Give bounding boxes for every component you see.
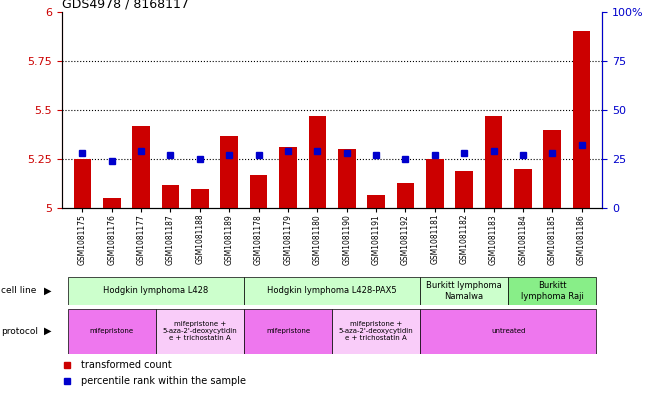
Bar (332, 309, 420, 354)
Bar (544, 130, 561, 208)
Text: Burkitt
lymphoma Raji: Burkitt lymphoma Raji (521, 281, 584, 301)
Text: untreated: untreated (491, 328, 525, 334)
Bar (573, 31, 590, 208)
Text: percentile rank within the sample: percentile rank within the sample (81, 376, 246, 386)
Bar (74, 159, 91, 208)
Text: cell line: cell line (1, 286, 36, 295)
Bar (426, 159, 443, 208)
Bar (103, 198, 120, 208)
Text: Burkitt lymphoma
Namalwa: Burkitt lymphoma Namalwa (426, 281, 502, 301)
Bar (250, 175, 268, 208)
Bar (221, 136, 238, 208)
Text: mifepristone: mifepristone (90, 328, 134, 334)
Bar (420, 277, 508, 305)
Text: mifepristone +
5-aza-2'-deoxycytidin
e + trichostatin A: mifepristone + 5-aza-2'-deoxycytidin e +… (163, 321, 237, 341)
Bar (68, 309, 156, 354)
Text: mifepristone +
5-aza-2'-deoxycytidin
e + trichostatin A: mifepristone + 5-aza-2'-deoxycytidin e +… (339, 321, 413, 341)
Bar (514, 169, 532, 208)
Bar (309, 116, 326, 208)
Bar (485, 116, 503, 208)
Bar (68, 277, 244, 305)
Bar (455, 171, 473, 208)
Bar (367, 195, 385, 208)
Bar (244, 309, 332, 354)
Bar (132, 126, 150, 208)
Text: Hodgkin lymphoma L428-PAX5: Hodgkin lymphoma L428-PAX5 (267, 286, 397, 295)
Bar (191, 189, 209, 208)
Bar (161, 185, 179, 208)
Text: ▶: ▶ (44, 286, 52, 296)
Text: mifepristone: mifepristone (266, 328, 310, 334)
Text: protocol: protocol (1, 327, 38, 336)
Bar (279, 147, 297, 208)
Text: transformed count: transformed count (81, 360, 171, 371)
Bar (508, 277, 596, 305)
Text: ▶: ▶ (44, 326, 52, 336)
Bar (244, 277, 420, 305)
Bar (156, 309, 244, 354)
Text: GDS4978 / 8168117: GDS4978 / 8168117 (62, 0, 189, 11)
Text: Hodgkin lymphoma L428: Hodgkin lymphoma L428 (104, 286, 208, 295)
Bar (396, 183, 414, 208)
Bar (338, 149, 355, 208)
Bar (420, 309, 596, 354)
